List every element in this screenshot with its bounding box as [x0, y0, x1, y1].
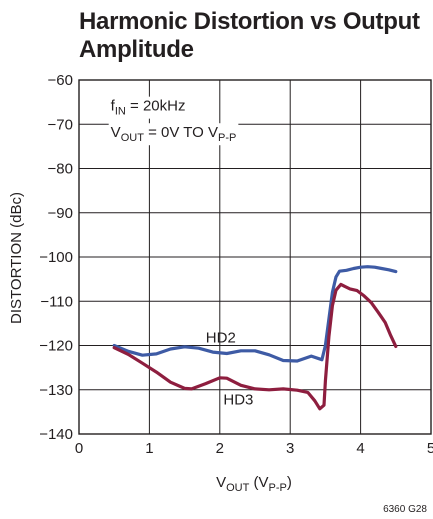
- y-tick-label: −140: [39, 426, 73, 443]
- y-tick-label: −100: [39, 249, 73, 266]
- y-axis-label: DISTORTION (dBc): [8, 192, 25, 324]
- series-label-hd2: HD2: [206, 330, 236, 347]
- y-tick-label: −80: [48, 161, 73, 178]
- chart-title: Harmonic Distortion vs Output Amplitude: [79, 8, 429, 64]
- y-tick-label: −90: [48, 205, 73, 222]
- annotation-background: [108, 123, 239, 146]
- chart-title-line-1: Harmonic Distortion vs Output: [79, 8, 420, 35]
- y-tick-label: −70: [48, 116, 73, 133]
- series-line-hd3: [112, 282, 398, 411]
- annotation-fin: fIN = 20kHz: [111, 98, 186, 118]
- annotation-background: [108, 96, 188, 119]
- y-tick-label: −60: [48, 72, 73, 89]
- x-tick-label: 5: [427, 440, 433, 457]
- tick-labels: −140 −130 −120 −110 −100 −90 −80 −70 −60 0 1 2 3 4 5: [39, 72, 433, 457]
- x-tick-label: 2: [216, 440, 224, 457]
- x-tick-label: 4: [356, 440, 364, 457]
- figure-code: 6360 G28: [383, 504, 427, 515]
- y-tick-label: −110: [40, 293, 73, 310]
- x-tick-label: 0: [75, 440, 83, 457]
- grid: [79, 80, 431, 434]
- series-label-hd3: HD3: [223, 391, 253, 408]
- x-tick-label: 1: [145, 440, 153, 457]
- x-axis-label: VOUT (VP-P): [216, 474, 292, 494]
- x-tick-label: 3: [286, 440, 294, 457]
- series-layer: HD2 HD3: [112, 265, 398, 411]
- chart-title-line-2: Amplitude: [79, 36, 194, 63]
- y-tick-label: −130: [39, 382, 73, 399]
- plot-frame: [78, 79, 432, 435]
- annotation-vout: VOUT = 0V TO VP-P: [111, 124, 237, 144]
- annotation-layer: fIN = 20kHz VOUT = 0V TO VP-P: [108, 96, 239, 146]
- series-line-hd2: [112, 265, 398, 363]
- y-tick-label: −120: [39, 338, 73, 355]
